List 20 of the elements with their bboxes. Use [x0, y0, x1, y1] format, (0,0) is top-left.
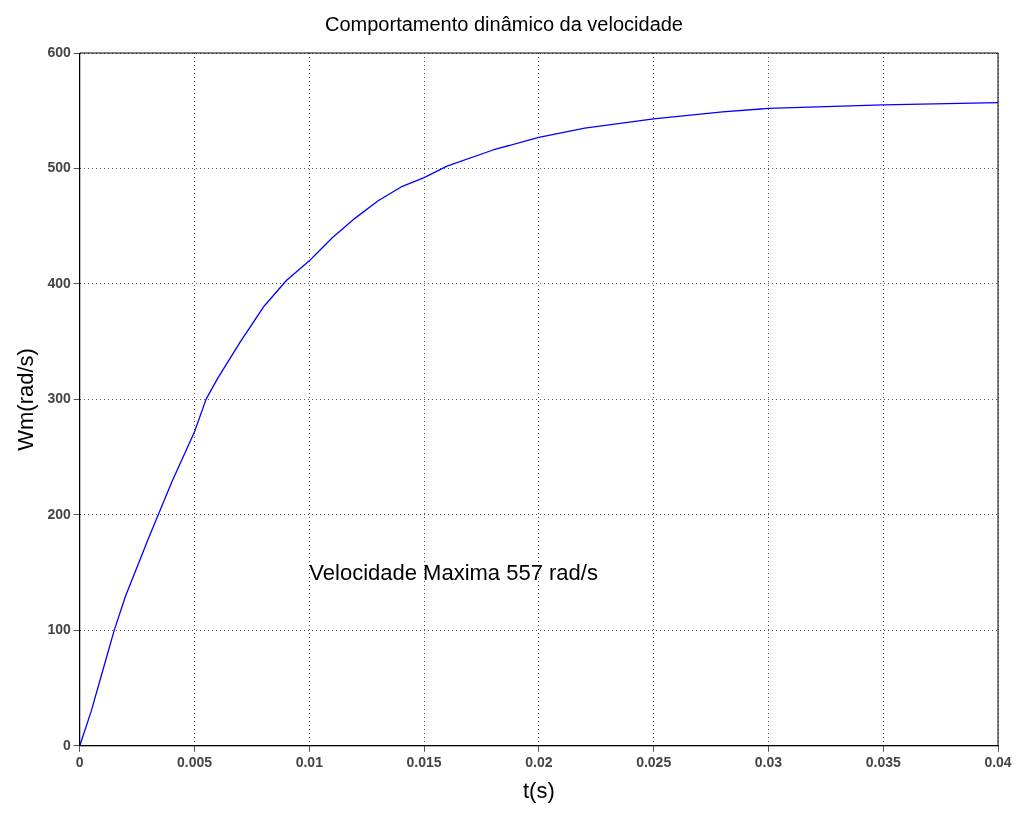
x-tick-label: 0.035: [865, 754, 901, 771]
y-tick-label: 300: [47, 390, 71, 407]
x-tick-label: 0.01: [295, 754, 324, 771]
y-tick-label: 200: [47, 505, 71, 522]
chart-title: Comportamento dinâmico da velocidade: [325, 12, 683, 35]
y-tick-label: 0: [62, 736, 71, 753]
y-tick-label: 100: [47, 621, 71, 638]
y-axis-title: Wm(rad/s): [13, 348, 39, 451]
x-tick-label: 0.02: [525, 754, 553, 771]
x-axis-title: t(s): [523, 777, 555, 803]
y-tick-label: 500: [47, 159, 71, 176]
x-tick-label: 0.005: [177, 754, 213, 771]
x-tick-label: 0.04: [984, 754, 1012, 771]
x-tick-label: 0.015: [406, 754, 442, 771]
x-tick-label: 0.025: [636, 754, 672, 771]
y-tick-label: 400: [47, 274, 71, 291]
annotation: Velocidade Maxima 557 rad/s: [309, 559, 598, 585]
x-tick-label: 0.03: [754, 754, 783, 771]
y-tick-label: 600: [47, 43, 71, 60]
x-tick-label: 0: [75, 754, 84, 771]
